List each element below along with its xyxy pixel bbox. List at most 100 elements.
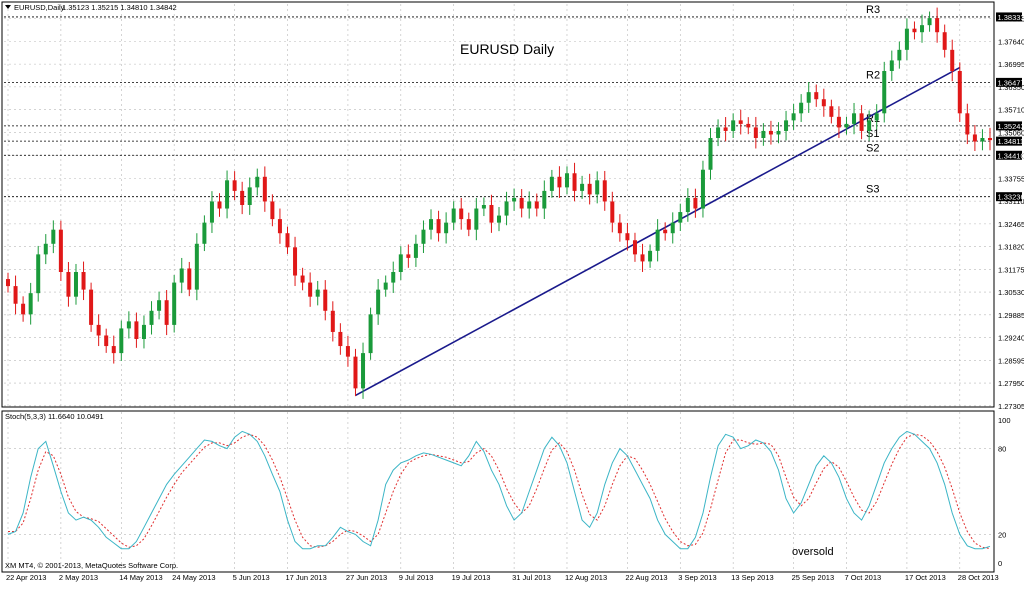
candle-body — [731, 120, 735, 131]
candle-body — [814, 92, 818, 99]
stoch-layer — [4, 431, 992, 548]
candle-body — [693, 198, 697, 209]
candle-body — [912, 29, 916, 33]
candle-body — [240, 191, 244, 205]
y-tick-label: 1.29240 — [998, 334, 1024, 343]
stoch-y-tick-label: 80 — [998, 445, 1006, 454]
candle-body — [391, 272, 395, 283]
candle-body — [799, 103, 803, 114]
candle-body — [474, 209, 478, 230]
candle-body — [603, 180, 607, 201]
y-tick-label: 1.31820 — [998, 243, 1024, 252]
candle-body — [270, 201, 274, 219]
candle-body — [278, 219, 282, 233]
x-tick-label: 28 Oct 2013 — [958, 573, 999, 582]
candle-body — [678, 212, 682, 223]
level-name-r3: R3 — [866, 4, 880, 16]
candle-body — [784, 120, 788, 131]
x-tick-label: 7 Oct 2013 — [844, 573, 881, 582]
candle-body — [565, 173, 569, 187]
candle-body — [648, 251, 652, 262]
candle-body — [625, 233, 629, 240]
candle-body — [338, 332, 342, 346]
candle-body — [384, 283, 388, 290]
candle-body — [74, 272, 78, 297]
candle-body — [6, 279, 10, 286]
x-tick-label: 17 Jun 2013 — [285, 573, 326, 582]
candle-body — [66, 272, 70, 297]
candle-body — [82, 272, 86, 290]
candle-body — [860, 113, 864, 131]
y-tick-label: 1.36995 — [998, 60, 1024, 69]
chart-title: EURUSD Daily — [460, 41, 554, 57]
candle-body — [361, 353, 365, 388]
candle-body — [844, 124, 848, 128]
candle-body — [829, 106, 833, 117]
candle-body — [610, 201, 614, 222]
level-price-label: 1.34811 — [998, 137, 1024, 146]
candle-body — [293, 247, 297, 275]
candle-body — [965, 113, 969, 134]
candle-body — [467, 219, 471, 230]
candle-body — [512, 198, 516, 202]
y-tick-label: 1.31175 — [998, 265, 1024, 274]
candle-body — [905, 29, 909, 50]
y-tick-label: 1.30530 — [998, 288, 1024, 297]
candle-body — [29, 293, 33, 314]
stoch-y-tick-label: 0 — [998, 559, 1002, 568]
candle-body — [180, 268, 184, 282]
candle-body — [988, 138, 992, 140]
candle-body — [187, 268, 191, 289]
candle-body — [459, 209, 463, 220]
candle-body — [716, 127, 720, 138]
candle-body — [429, 219, 433, 230]
candle-body — [406, 254, 410, 258]
y-tick-label: 1.27950 — [998, 379, 1024, 388]
candle-body — [14, 286, 18, 304]
candle-body — [346, 346, 350, 357]
y-tick-label: 1.33755 — [998, 174, 1024, 183]
candle-body — [172, 283, 176, 325]
candle-body — [323, 290, 327, 311]
candle-layer — [6, 8, 992, 399]
candle-body — [263, 177, 267, 202]
candle-body — [51, 230, 55, 244]
level-price-label: 1.36477 — [998, 78, 1024, 87]
candle-body — [746, 124, 750, 128]
x-tick-label: 13 Sep 2013 — [731, 573, 774, 582]
candle-body — [134, 321, 138, 339]
x-tick-label: 25 Sep 2013 — [792, 573, 835, 582]
candle-body — [573, 173, 577, 191]
candle-body — [792, 113, 796, 120]
level-name-s2: S2 — [866, 142, 879, 154]
candle-body — [195, 244, 199, 290]
candle-body — [633, 240, 637, 254]
symbol-label: EURUSD,Daily — [14, 3, 65, 12]
candle-body — [875, 113, 879, 120]
candle-body — [21, 304, 25, 315]
candle-body — [301, 276, 305, 283]
candle-body — [754, 127, 758, 138]
candle-body — [482, 205, 486, 209]
candle-body — [822, 99, 826, 106]
collapse-arrow-icon[interactable] — [5, 5, 11, 9]
candle-body — [973, 134, 977, 141]
candle-body — [437, 219, 441, 233]
level-price-label: 1.34410 — [998, 151, 1024, 160]
candle-body — [202, 223, 206, 244]
x-tick-label: 19 Jul 2013 — [452, 573, 491, 582]
candle-body — [505, 201, 509, 215]
candle-body — [399, 254, 403, 272]
candle-body — [497, 216, 501, 223]
stoch-y-tick-label: 20 — [998, 530, 1006, 539]
candle-body — [97, 325, 101, 336]
level-price-label: 1.38333 — [998, 13, 1024, 22]
x-tick-label: 24 May 2013 — [172, 573, 215, 582]
candle-body — [127, 321, 131, 328]
candle-body — [663, 230, 667, 234]
level-price-label: 1.35243 — [998, 122, 1024, 131]
candle-body — [776, 131, 780, 135]
candle-body — [595, 180, 599, 194]
